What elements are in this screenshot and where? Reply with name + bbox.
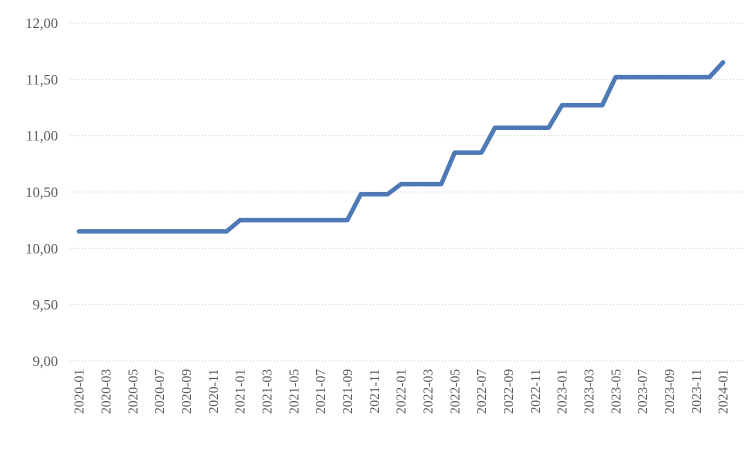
x-tick-label: 2021-07 bbox=[313, 369, 328, 414]
x-tick-label: 2022-09 bbox=[501, 369, 516, 414]
y-tick-label: 10,50 bbox=[25, 185, 58, 201]
x-tick-label: 2020-07 bbox=[152, 369, 167, 414]
x-tick-label: 2023-03 bbox=[582, 369, 597, 414]
y-tick-label: 11,00 bbox=[26, 129, 58, 145]
x-tick-label: 2021-03 bbox=[260, 369, 275, 414]
x-tick-label: 2023-09 bbox=[662, 369, 677, 414]
x-tick-label: 2020-03 bbox=[99, 369, 114, 414]
x-tick-label: 2022-07 bbox=[474, 369, 489, 414]
x-tick-label: 2023-07 bbox=[635, 369, 650, 414]
x-tick-label: 2020-01 bbox=[72, 369, 87, 414]
x-tick-label: 2024-01 bbox=[716, 369, 731, 414]
x-tick-label: 2020-05 bbox=[125, 369, 140, 414]
x-tick-label: 2020-11 bbox=[206, 369, 221, 414]
x-tick-label: 2022-05 bbox=[447, 369, 462, 414]
y-tick-label: 9,50 bbox=[33, 298, 58, 314]
x-tick-label: 2023-11 bbox=[689, 369, 704, 414]
series-line bbox=[76, 60, 726, 234]
x-tick-label: 2022-11 bbox=[528, 369, 543, 414]
x-tick-label: 2021-09 bbox=[340, 369, 355, 414]
y-tick-label: 10,00 bbox=[25, 241, 58, 257]
x-tick-label: 2023-01 bbox=[555, 369, 570, 414]
y-tick-label: 9,00 bbox=[33, 354, 58, 370]
x-tick-label: 2022-03 bbox=[421, 369, 436, 414]
y-tick-label: 12,00 bbox=[25, 16, 58, 32]
x-tick-label: 2021-11 bbox=[367, 369, 382, 414]
x-tick-label: 2022-01 bbox=[394, 369, 409, 414]
x-tick-label: 2020-09 bbox=[179, 369, 194, 414]
x-tick-label: 2021-05 bbox=[286, 369, 301, 414]
x-tick-label: 2023-05 bbox=[608, 369, 623, 414]
x-tick-label: 2021-01 bbox=[233, 369, 248, 414]
y-tick-label: 11,50 bbox=[26, 72, 58, 88]
